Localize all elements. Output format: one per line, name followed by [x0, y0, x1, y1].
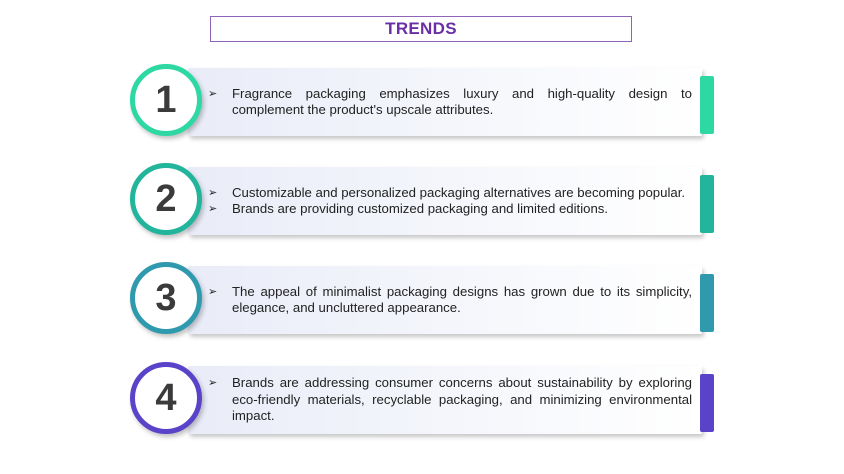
trend-number: 4 — [155, 376, 177, 419]
bullet-text: The appeal of minimalist packaging desig… — [232, 283, 692, 316]
trend-row-4: 4 ➢ Brands are addressing consumer conce… — [128, 362, 718, 442]
trend-number: 2 — [155, 177, 177, 220]
trend-number: 3 — [155, 276, 177, 319]
bullet-item: ➢ The appeal of minimalist packaging des… — [208, 284, 692, 317]
arrow-bullet-icon: ➢ — [208, 377, 218, 390]
bullet-text: Fragrance packaging emphasizes luxury an… — [232, 85, 692, 118]
arrow-bullet-icon: ➢ — [208, 203, 218, 215]
arrow-bullet-icon: ➢ — [208, 285, 218, 298]
bullet-text: Brands are providing customized packagin… — [232, 201, 609, 216]
trend-number-circle: 1 — [130, 64, 202, 136]
trend-bullets: ➢ Fragrance packaging emphasizes luxury … — [208, 68, 692, 136]
trend-bullets: ➢ Brands are addressing consumer concern… — [208, 366, 692, 434]
trend-number-circle: 3 — [130, 262, 202, 334]
trend-card — [188, 167, 702, 235]
bullet-text: Brands are addressing consumer concerns … — [232, 375, 692, 424]
trend-row-1: 1 ➢ Fragrance packaging emphasizes luxur… — [128, 64, 718, 144]
trend-number-circle: 2 — [130, 163, 202, 235]
bullet-item: ➢ Brands are providing customized packag… — [208, 201, 692, 218]
trend-bullets: ➢ Customizable and personalized packagin… — [208, 167, 692, 235]
arrow-bullet-icon: ➢ — [208, 186, 218, 199]
trend-row-2: 2 ➢ Customizable and personalized packag… — [128, 163, 718, 243]
trend-accent-tab — [700, 374, 714, 432]
bullet-item: ➢ Brands are addressing consumer concern… — [208, 375, 692, 425]
trend-accent-tab — [700, 76, 714, 134]
bullet-text: Customizable and personalized packaging … — [232, 184, 686, 200]
page-title: TRENDS — [210, 16, 632, 42]
trend-accent-tab — [700, 175, 714, 233]
trend-accent-tab — [700, 274, 714, 332]
trend-bullets: ➢ The appeal of minimalist packaging des… — [208, 266, 692, 334]
trend-number: 1 — [155, 78, 177, 121]
trend-number-circle: 4 — [130, 362, 202, 434]
trend-card — [188, 266, 702, 334]
trend-card — [188, 68, 702, 136]
bullet-item: ➢ Customizable and personalized packagin… — [208, 185, 692, 202]
arrow-bullet-icon: ➢ — [208, 87, 218, 100]
trend-row-3: 3 ➢ The appeal of minimalist packaging d… — [128, 262, 718, 342]
bullet-item: ➢ Fragrance packaging emphasizes luxury … — [208, 86, 692, 119]
trend-card — [188, 366, 702, 434]
